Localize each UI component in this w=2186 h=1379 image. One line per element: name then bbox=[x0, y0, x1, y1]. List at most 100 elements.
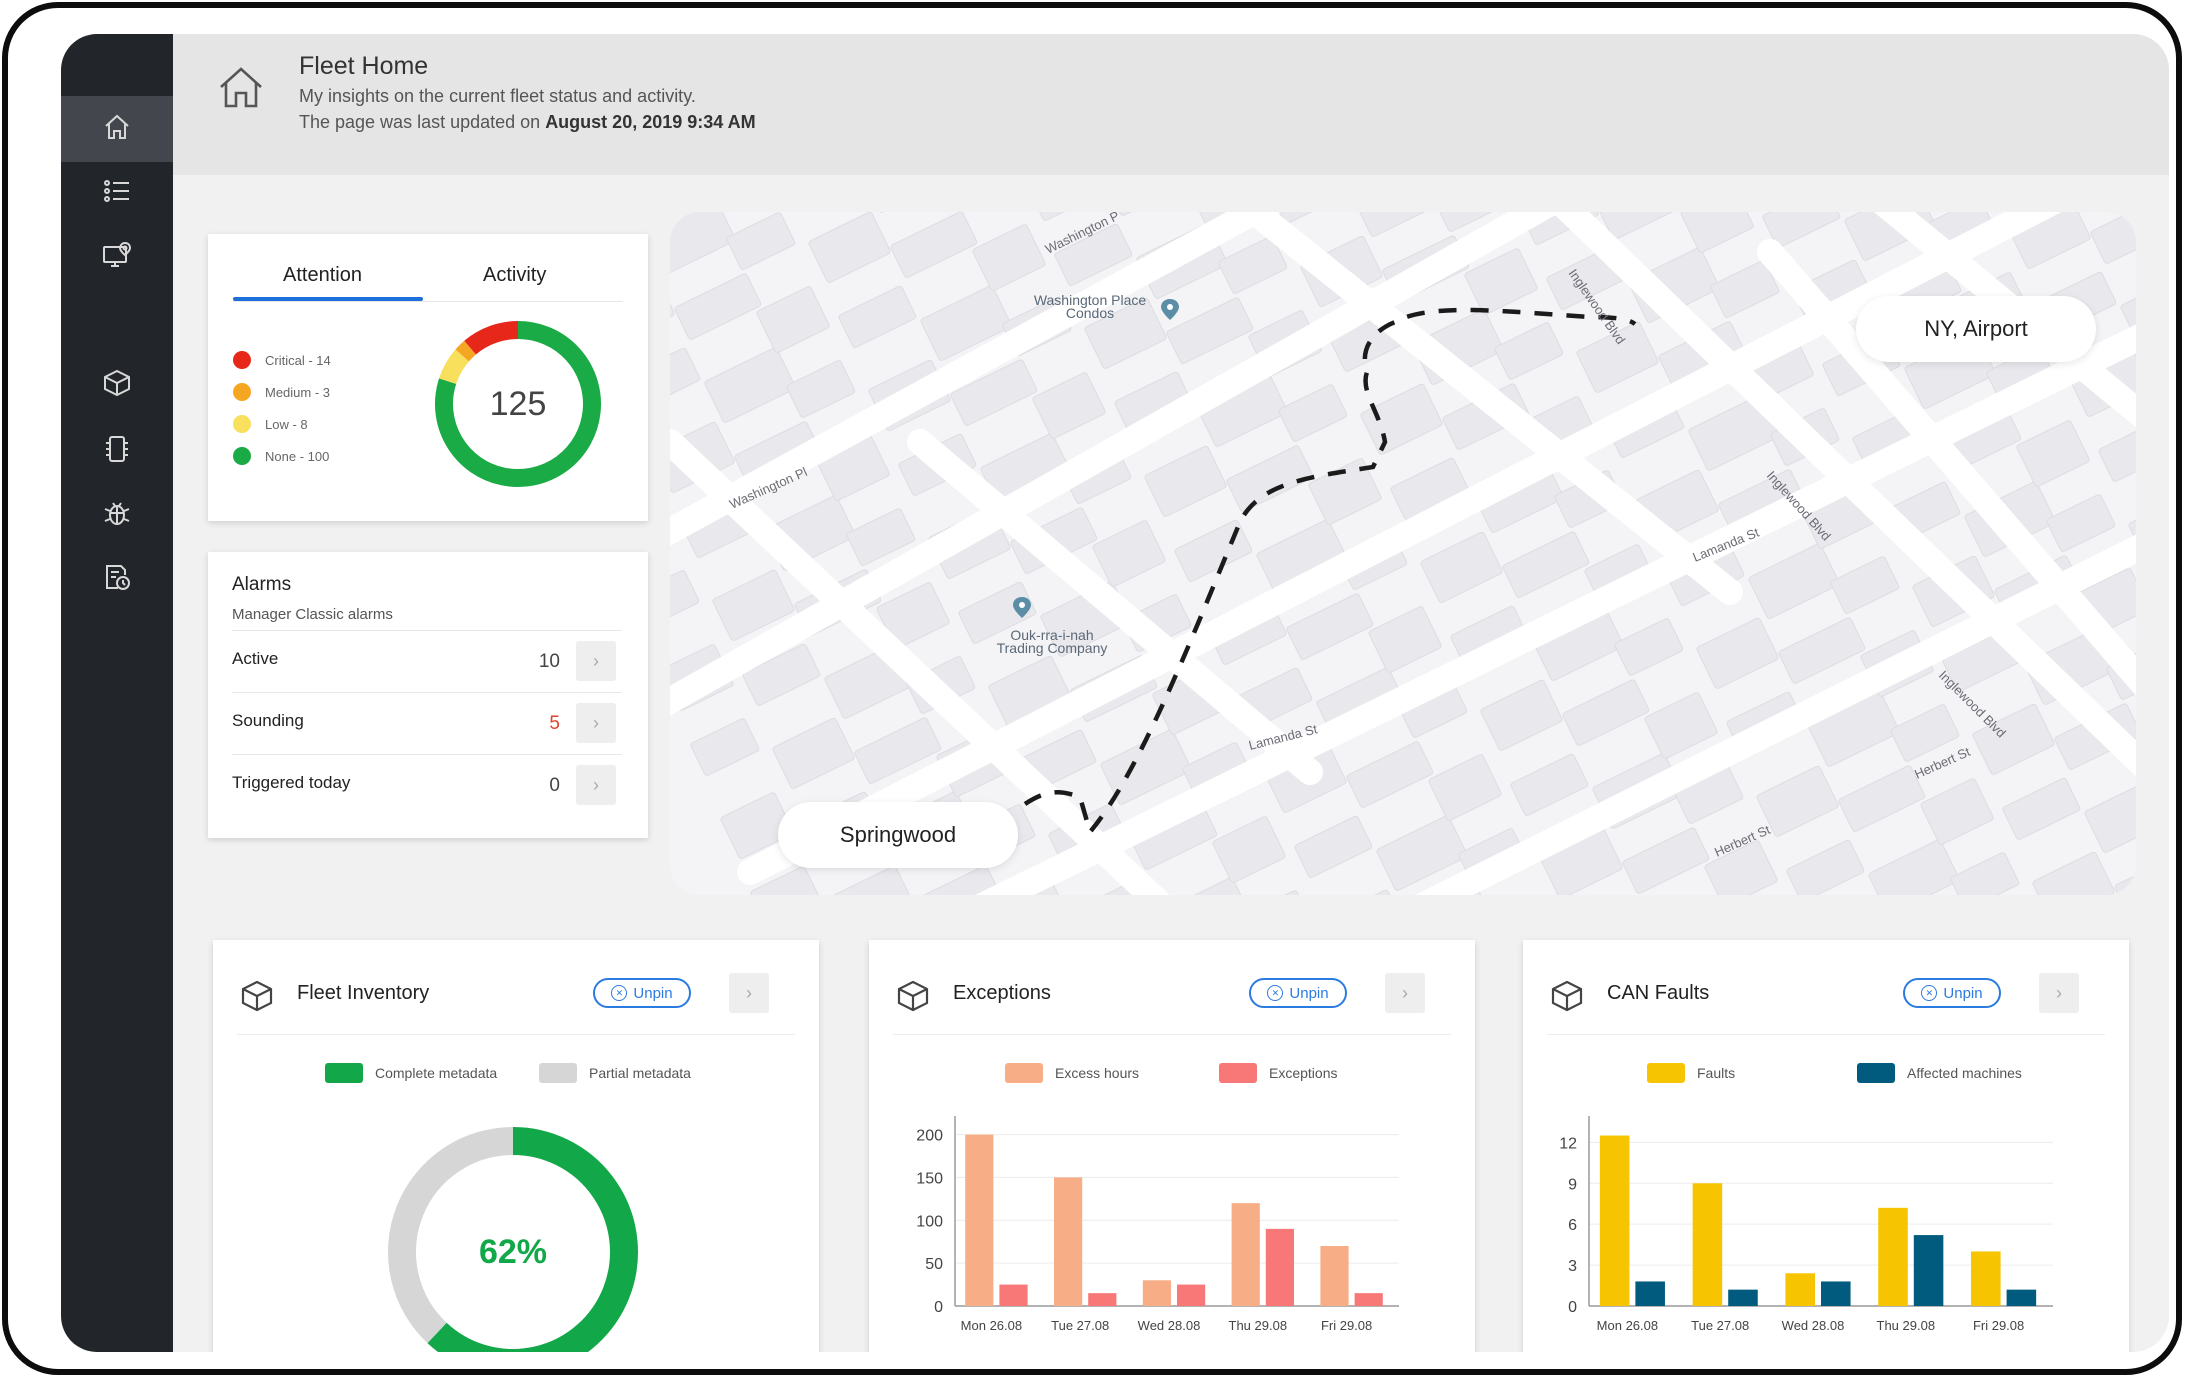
legend-faults: Faults bbox=[1647, 1063, 1735, 1083]
tab-active-indicator bbox=[233, 297, 423, 301]
legend-label: Partial metadata bbox=[589, 1065, 691, 1081]
map-block bbox=[838, 285, 917, 348]
legend-critical: Critical - 14 bbox=[233, 351, 331, 369]
map-block bbox=[1160, 877, 1252, 895]
bar-excess-hours bbox=[1054, 1177, 1083, 1306]
x-tick-label: Tue 27.08 bbox=[1051, 1318, 1109, 1333]
tab-activity[interactable]: Activity bbox=[483, 264, 547, 286]
widget-divider bbox=[893, 1034, 1451, 1035]
fleet-inventory-widget: Fleet Inventory ✕ Unpin › Complete metada… bbox=[213, 940, 819, 1352]
map-block bbox=[1428, 754, 1502, 821]
map-block bbox=[1054, 223, 1133, 286]
alarm-row-active[interactable]: Active 10 › bbox=[232, 630, 622, 692]
unpin-button[interactable]: ✕ Unpin bbox=[1903, 978, 2001, 1008]
route-map[interactable]: Washington Pl Washington P Lamanda St La… bbox=[670, 212, 2136, 895]
map-block bbox=[1286, 593, 1374, 660]
chevron-right-button[interactable]: › bbox=[729, 973, 769, 1013]
chevron-right-icon: › bbox=[593, 650, 599, 671]
legend-none: None - 100 bbox=[233, 447, 329, 465]
map-block bbox=[1748, 543, 1840, 619]
legend-label: Critical - 14 bbox=[265, 352, 331, 368]
widget-title: CAN Faults bbox=[1607, 982, 1710, 1004]
list-icon bbox=[101, 175, 133, 212]
bar-excess-hours bbox=[1231, 1203, 1260, 1306]
map-block bbox=[750, 866, 820, 895]
x-tick-label: Fri 29.08 bbox=[1973, 1318, 2024, 1333]
sidebar bbox=[61, 34, 173, 1352]
destination-pill[interactable]: NY, Airport bbox=[1856, 296, 2096, 362]
sidebar-item-list[interactable] bbox=[61, 160, 173, 226]
sidebar-item-devices[interactable] bbox=[61, 418, 173, 484]
chevron-right-button[interactable]: › bbox=[576, 641, 616, 681]
last-updated-time: August 20, 2019 9:34 AM bbox=[545, 112, 756, 132]
legend-exceptions: Exceptions bbox=[1219, 1063, 1337, 1083]
map-block bbox=[1562, 679, 1650, 746]
map-pin-trading[interactable]: Ouk-rra-i-nah Trading Company bbox=[997, 597, 1108, 656]
map-block bbox=[1838, 765, 1926, 832]
y-tick-label: 6 bbox=[1568, 1217, 1577, 1234]
bar-excess-hours bbox=[965, 1134, 994, 1306]
map-block bbox=[2046, 494, 2116, 552]
alarm-row-sounding[interactable]: Sounding 5 › bbox=[232, 692, 622, 754]
map-block bbox=[1324, 889, 1407, 895]
y-tick-label: 200 bbox=[916, 1128, 943, 1145]
y-tick-label: 0 bbox=[934, 1299, 943, 1316]
legend-low: Low - 8 bbox=[233, 415, 308, 433]
chevron-right-icon: › bbox=[2056, 982, 2062, 1003]
alarm-row-triggered[interactable]: Triggered today 0 › bbox=[232, 754, 622, 816]
unpin-button[interactable]: ✕ Unpin bbox=[1249, 978, 1347, 1008]
map-block bbox=[670, 212, 736, 275]
x-tick-label: Mon 26.08 bbox=[1597, 1318, 1658, 1333]
map-block bbox=[1510, 753, 1589, 816]
y-tick-label: 150 bbox=[916, 1170, 943, 1187]
y-tick-label: 0 bbox=[1568, 1299, 1577, 1316]
map-block bbox=[958, 581, 1037, 644]
chevron-right-button[interactable]: › bbox=[576, 765, 616, 805]
origin-pill[interactable]: Springwood bbox=[778, 802, 1018, 868]
bar-exceptions bbox=[1088, 1293, 1117, 1306]
sidebar-item-home[interactable] bbox=[61, 96, 173, 162]
map-block bbox=[2120, 271, 2136, 347]
map-block bbox=[726, 212, 796, 270]
sidebar-item-reports[interactable] bbox=[61, 546, 173, 612]
x-tick-label: Tue 27.08 bbox=[1691, 1318, 1749, 1333]
map-block bbox=[1890, 704, 1960, 762]
map-block bbox=[1212, 816, 1286, 883]
legend-partial: Partial metadata bbox=[539, 1063, 691, 1083]
map-block bbox=[2016, 420, 2090, 487]
sidebar-item-monitor[interactable] bbox=[61, 224, 173, 290]
bar-faults bbox=[1785, 1273, 1815, 1306]
attention-donut-chart: 125 bbox=[435, 321, 601, 487]
map-block bbox=[1598, 212, 1686, 240]
map-block bbox=[1502, 531, 1590, 598]
map-block bbox=[690, 718, 760, 776]
alarms-subtitle: Manager Classic alarms bbox=[232, 606, 393, 623]
map-block bbox=[1756, 765, 1839, 837]
bar-faults bbox=[1878, 1207, 1908, 1306]
chevron-right-button[interactable]: › bbox=[1385, 973, 1425, 1013]
chevron-right-icon: › bbox=[593, 712, 599, 733]
map-canvas[interactable]: Washington Pl Washington P Lamanda St La… bbox=[670, 212, 2136, 895]
map-block bbox=[1100, 729, 1192, 805]
map-block bbox=[1762, 212, 1841, 248]
map-block bbox=[1434, 212, 1504, 232]
chevron-right-button[interactable]: › bbox=[2039, 973, 2079, 1013]
tab-divider bbox=[233, 301, 623, 302]
map-block bbox=[1576, 321, 1659, 393]
x-tick-label: Mon 26.08 bbox=[961, 1318, 1022, 1333]
unpin-button[interactable]: ✕ Unpin bbox=[593, 978, 691, 1008]
donut-segment-partial bbox=[388, 1127, 514, 1344]
map-block bbox=[1174, 519, 1253, 582]
close-icon: ✕ bbox=[611, 985, 628, 1001]
legend-swatch bbox=[1857, 1063, 1895, 1083]
y-tick-label: 50 bbox=[925, 1256, 943, 1273]
map-block bbox=[854, 717, 942, 784]
y-tick-label: 9 bbox=[1568, 1176, 1577, 1193]
tab-attention[interactable]: Attention bbox=[283, 264, 362, 286]
chevron-right-button[interactable]: › bbox=[576, 703, 616, 743]
alarms-card: Alarms Manager Classic alarms Active 10 … bbox=[208, 552, 648, 838]
sidebar-item-diagnostics[interactable] bbox=[61, 482, 173, 548]
sidebar-item-inventory[interactable] bbox=[61, 352, 173, 418]
legend-label: Faults bbox=[1697, 1065, 1736, 1081]
map-pin-condos[interactable]: Washington Place Condos bbox=[1034, 292, 1179, 321]
